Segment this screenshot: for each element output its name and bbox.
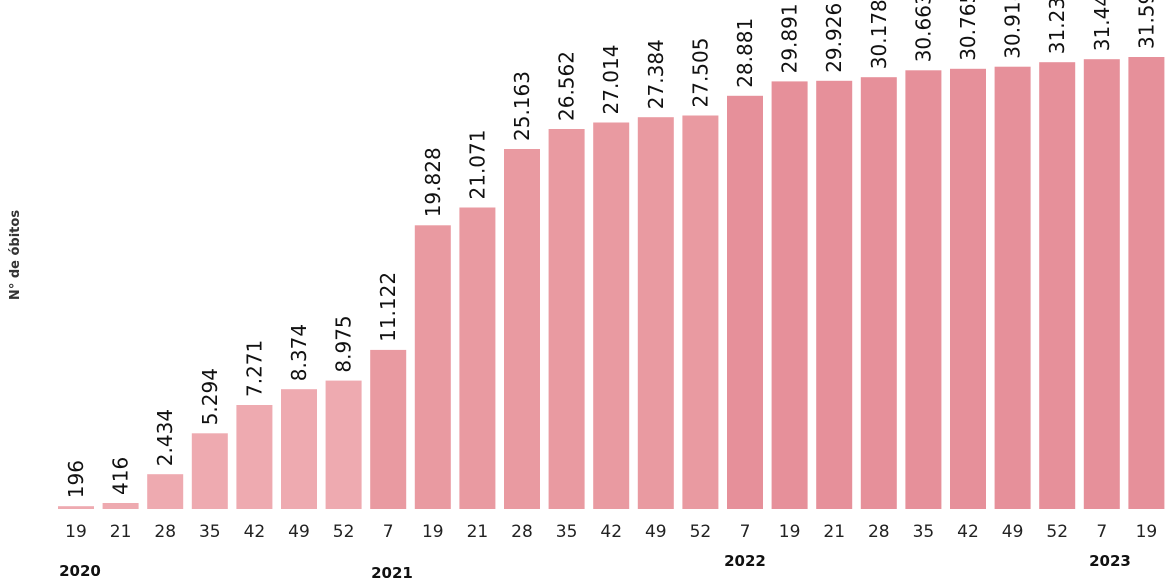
bar-15 (727, 95, 763, 510)
value-label-17: 29.926 (822, 3, 846, 73)
value-label-15: 28.881 (733, 18, 757, 88)
value-label-24: 31.593 (1134, 0, 1158, 49)
bar-24 (1128, 57, 1165, 509)
value-label-11: 26.562 (555, 51, 579, 121)
value-label-18: 30.178 (867, 0, 891, 69)
x-tick-16: 19 (779, 522, 801, 542)
bar-17 (816, 80, 853, 510)
x-tick-18: 28 (868, 522, 890, 542)
value-label-2: 2.434 (153, 409, 177, 466)
bar-0 (58, 506, 94, 509)
x-tick-0: 19 (65, 522, 87, 542)
bar-20 (950, 68, 986, 510)
x-tick-8: 19 (422, 522, 444, 542)
value-label-8: 19.828 (421, 147, 445, 217)
bar-4 (236, 405, 273, 509)
value-label-0: 196 (64, 460, 88, 498)
value-label-9: 21.071 (465, 130, 489, 200)
x-tick-19: 35 (913, 522, 935, 542)
year-label-2020: 2020 (59, 562, 101, 580)
x-tick-21: 49 (1002, 522, 1024, 542)
x-tick-6: 52 (333, 522, 355, 542)
bar-21 (994, 66, 1031, 509)
bar-16 (771, 81, 808, 510)
year-label-2023: 2023 (1089, 552, 1131, 570)
bar-12 (593, 122, 630, 509)
year-label-2022: 2022 (724, 552, 766, 570)
bar-1 (102, 503, 139, 509)
x-tick-7: 7 (383, 522, 394, 542)
value-label-1: 416 (109, 457, 133, 495)
value-label-21: 30.918 (1001, 0, 1025, 59)
x-tick-11: 35 (556, 522, 578, 542)
x-tick-1: 21 (110, 522, 132, 542)
x-tick-20: 42 (957, 522, 979, 542)
value-label-4: 7.271 (242, 340, 266, 397)
bars (58, 57, 1165, 510)
bar-9 (459, 207, 496, 509)
x-tick-labels: 19 21 28 35 42 49 52 7 19 21 28 35 42 49 52 7 19 21 28 35 42… (65, 522, 1157, 542)
year-labels: 2020 2021 2022 2023 (59, 552, 1131, 582)
value-label-20: 30.765 (956, 0, 980, 61)
x-tick-14: 52 (690, 522, 712, 542)
x-tick-9: 21 (467, 522, 489, 542)
value-label-23: 31.441 (1090, 0, 1114, 51)
x-tick-3: 35 (199, 522, 221, 542)
bar-13 (637, 117, 674, 509)
bar-8 (414, 225, 451, 510)
x-tick-10: 28 (511, 522, 533, 542)
x-tick-5: 49 (288, 522, 310, 542)
x-tick-22: 52 (1046, 522, 1068, 542)
y-axis-label: N° de óbitos (8, 210, 23, 300)
x-tick-12: 42 (600, 522, 622, 542)
value-label-3: 5.294 (198, 368, 222, 425)
bar-19 (905, 70, 942, 510)
bar-2 (147, 474, 184, 509)
bar-23 (1083, 59, 1120, 509)
x-tick-13: 49 (645, 522, 667, 542)
value-label-6: 8.975 (332, 315, 356, 372)
bar-22 (1039, 62, 1076, 509)
value-label-12: 27.014 (599, 45, 623, 115)
bar-6 (325, 380, 362, 509)
x-tick-2: 28 (154, 522, 176, 542)
x-tick-23: 7 (1096, 522, 1107, 542)
value-labels: 196 416 2.434 5.294 7.271 8.374 8.975 11.122 19.… (64, 0, 1158, 498)
x-tick-4: 42 (244, 522, 266, 542)
value-label-7: 11.122 (376, 272, 400, 342)
value-label-22: 31.232 (1045, 0, 1069, 54)
bar-7 (370, 349, 407, 509)
x-tick-15: 7 (740, 522, 751, 542)
bar-11 (548, 129, 585, 509)
value-label-19: 30.663 (911, 0, 935, 62)
bar-5 (281, 389, 317, 509)
x-tick-17: 21 (823, 522, 845, 542)
value-label-16: 29.891 (778, 3, 802, 73)
value-label-14: 27.505 (688, 38, 712, 108)
bar-3 (191, 433, 228, 509)
value-label-5: 8.374 (287, 324, 311, 381)
bar-10 (504, 149, 540, 509)
bar-18 (860, 77, 897, 509)
value-label-13: 27.384 (644, 39, 668, 109)
x-tick-24: 19 (1136, 522, 1158, 542)
value-label-10: 25.163 (510, 71, 534, 141)
year-label-2021: 2021 (371, 564, 413, 582)
bar-14 (682, 115, 719, 509)
